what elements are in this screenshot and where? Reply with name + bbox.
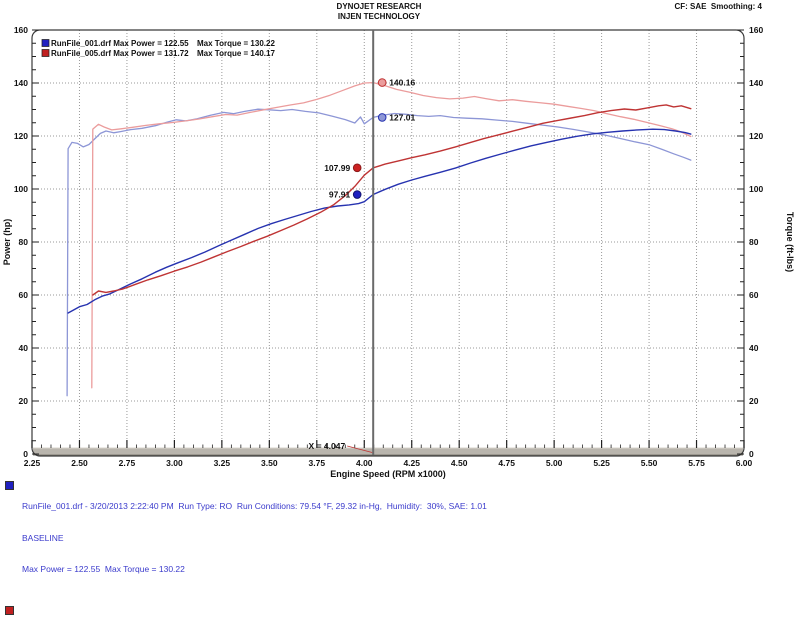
legend-color-chip	[41, 49, 50, 57]
series-baseline-torque	[66, 108, 692, 397]
x-axis-title: Engine Speed (RPM x1000)	[330, 469, 446, 479]
cursor-readout-dot	[352, 163, 362, 173]
y-left-tick-labels: 0 20 40 60 80 100 120 140 160	[14, 25, 28, 459]
svg-text:5.25: 5.25	[593, 458, 610, 468]
svg-text:100: 100	[749, 184, 763, 194]
svg-text:60: 60	[19, 290, 29, 300]
legend: RunFile_001.drf Max Power = 122.55 Max To…	[41, 39, 275, 58]
run-info-sp1240: RunFile_005.drf - 3/20/2013 3:14:53 PM R…	[0, 605, 800, 619]
svg-text:100: 100	[14, 184, 28, 194]
svg-text:2.25: 2.25	[24, 458, 41, 468]
svg-text:0: 0	[23, 449, 28, 459]
svg-text:5.50: 5.50	[641, 458, 658, 468]
plot-frame	[31, 29, 745, 457]
cursor-readout-value: 97.91	[329, 190, 351, 200]
y-right-axis-title: Torque (ft-lbs)	[785, 212, 795, 272]
svg-text:160: 160	[14, 25, 28, 35]
legend-torque-label: Max Torque = 140.17	[197, 49, 275, 58]
svg-text:60: 60	[749, 290, 759, 300]
run-info-sp1240-text: RunFile_005.drf - 3/20/2013 3:14:53 PM R…	[22, 605, 800, 619]
run-info-section: RunFile_001.drf - 3/20/2013 2:22:40 PM R…	[0, 480, 800, 619]
svg-text:6.00: 6.00	[736, 458, 753, 468]
svg-text:40: 40	[749, 343, 759, 353]
legend-power-label: RunFile_001.drf Max Power = 122.55	[51, 39, 189, 48]
svg-text:4.75: 4.75	[498, 458, 515, 468]
y-left-axis-title: Power (hp)	[2, 219, 12, 266]
cursor-readout-value: 107.99	[324, 163, 350, 173]
svg-text:3.50: 3.50	[261, 458, 278, 468]
svg-text:4.25: 4.25	[403, 458, 420, 468]
plot-gridlines	[32, 30, 744, 448]
svg-text:40: 40	[19, 343, 29, 353]
cursor-readout-value: 127.01	[389, 112, 415, 122]
report-title-line1: DYNOJET RESEARCH	[336, 2, 422, 11]
cursor[interactable]: X = 4.047	[309, 30, 375, 455]
svg-text:160: 160	[749, 25, 763, 35]
legend-power-label: RunFile_005.drf Max Power = 131.72	[51, 49, 189, 58]
x-tick-labels: 2.25 2.50 2.75 3.00 3.25 3.50 3.75 4.00 4.25 4.50…	[24, 458, 753, 468]
run-line-conditions: RunFile_001.drf - 3/20/2013 2:22:40 PM R…	[22, 501, 487, 511]
axis-ticks	[31, 29, 745, 455]
svg-text:3.25: 3.25	[214, 458, 231, 468]
run-info-baseline: RunFile_001.drf - 3/20/2013 2:22:40 PM R…	[0, 480, 800, 596]
svg-text:4.00: 4.00	[356, 458, 373, 468]
svg-text:20: 20	[749, 396, 759, 406]
run-color-chip-sp1240	[5, 605, 14, 615]
run-info-baseline-text: RunFile_001.drf - 3/20/2013 2:22:40 PM R…	[22, 480, 800, 596]
svg-text:80: 80	[19, 237, 29, 247]
correction-smoothing-label: CF: SAE Smoothing: 4	[674, 2, 762, 11]
svg-text:0: 0	[749, 449, 754, 459]
cursor-readout-dot	[352, 190, 362, 199]
svg-text:5.00: 5.00	[546, 458, 563, 468]
report-title: DYNOJET RESEARCH INJEN TECHNOLOGY	[0, 2, 758, 22]
svg-text:3.75: 3.75	[309, 458, 326, 468]
run-line-name: BASELINE	[22, 532, 64, 543]
svg-text:2.75: 2.75	[119, 458, 136, 468]
cursor-readout-dot	[377, 113, 387, 122]
legend-color-chip	[41, 39, 50, 47]
series-baseline-power	[67, 128, 692, 314]
report-title-line2: INJEN TECHNOLOGY	[337, 12, 421, 21]
cursor-readouts: 140.16 127.01 107.99 97.91	[324, 78, 415, 200]
cursor-readout-value: 140.16	[389, 78, 415, 88]
legend-torque-label: Max Torque = 130.22	[197, 39, 275, 48]
series-sp1240-power	[92, 104, 692, 296]
svg-text:120: 120	[14, 131, 28, 141]
series-sp1240-torque	[91, 81, 692, 389]
run-line-max: Max Power = 122.55 Max Torque = 130.22	[22, 564, 185, 574]
dyno-chart: 2.25 2.50 2.75 3.00 3.25 3.50 3.75 4.00 4.25 4.50…	[2, 25, 795, 479]
svg-text:4.50: 4.50	[451, 458, 468, 468]
x-axis-bar	[33, 447, 743, 456]
svg-text:5.75: 5.75	[688, 458, 705, 468]
svg-text:20: 20	[19, 396, 29, 406]
y-right-tick-labels: 0 20 40 60 80 100 120 140 160	[749, 25, 763, 459]
svg-text:2.50: 2.50	[71, 458, 88, 468]
cursor-label-pointer	[347, 445, 373, 453]
svg-text:3.00: 3.00	[166, 458, 183, 468]
cursor-x-label: X = 4.047	[309, 441, 346, 451]
svg-text:140: 140	[14, 78, 28, 88]
svg-text:80: 80	[749, 237, 759, 247]
svg-text:120: 120	[749, 131, 763, 141]
run-color-chip-baseline	[5, 481, 14, 490]
svg-text:140: 140	[749, 78, 763, 88]
cursor-readout-dot	[377, 78, 387, 87]
